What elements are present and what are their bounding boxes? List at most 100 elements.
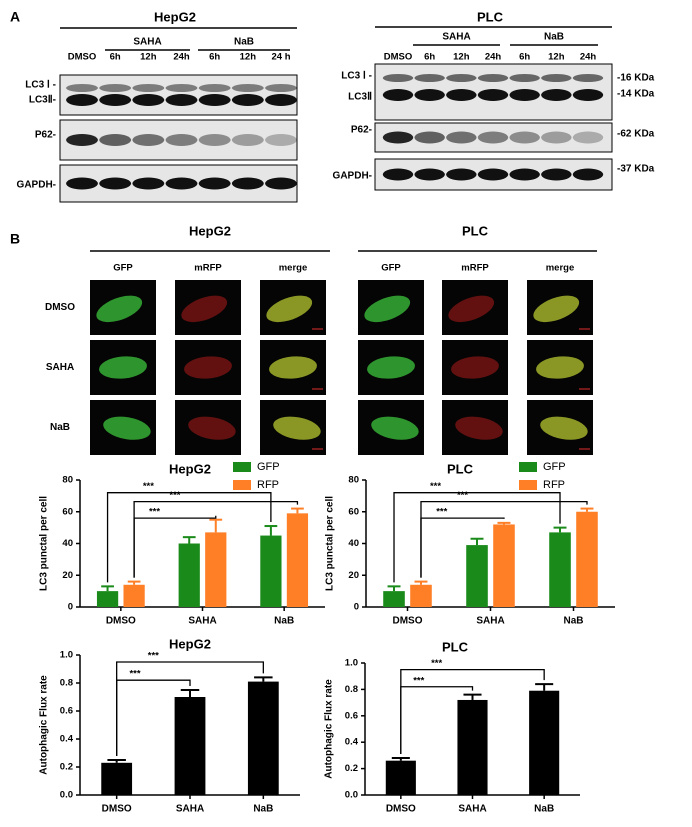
lane-label: DMSO <box>68 52 97 63</box>
cell-signal <box>455 416 503 440</box>
blot-band <box>99 177 132 190</box>
channel-label: merge <box>546 263 575 274</box>
y-tick-label: 0.4 <box>60 734 74 745</box>
error-bar <box>414 580 428 585</box>
cell-title: PLC <box>462 223 489 238</box>
cell-title: HepG2 <box>189 223 231 238</box>
cell-signal <box>364 295 411 323</box>
treatment-label: SAHA <box>46 362 74 373</box>
y-tick-label: 20 <box>348 570 359 581</box>
blot-band <box>198 84 231 92</box>
blot-band <box>572 89 604 101</box>
row-label: P62- <box>351 125 372 136</box>
chart-title: PLC <box>447 461 474 476</box>
blot-band <box>66 84 98 92</box>
y-tick-label: 60 <box>62 506 73 517</box>
blot-title: HepG2 <box>154 9 196 24</box>
lane-label: DMSO <box>384 52 413 63</box>
bar <box>123 584 145 607</box>
row-label: GAPDH- <box>333 171 372 182</box>
significance-label: *** <box>413 675 424 686</box>
row-label: LC3Ⅱ <box>348 92 372 103</box>
legend-swatch <box>519 462 537 472</box>
cell-signal <box>273 416 321 440</box>
error-bar <box>209 518 223 533</box>
blot-band <box>165 84 198 92</box>
lane-label: 24h <box>580 52 597 63</box>
y-tick-label: 80 <box>348 475 359 486</box>
x-tick-label: SAHA <box>458 804 486 815</box>
blot-band <box>132 177 165 190</box>
blot-band <box>509 168 540 181</box>
chart-title: HepG2 <box>169 636 211 651</box>
y-tick-label: 0.6 <box>60 706 73 717</box>
error-bar <box>127 580 141 585</box>
blot-band <box>477 131 509 144</box>
significance-bracket <box>420 517 505 578</box>
blot-band <box>165 177 198 190</box>
error-bar <box>291 507 304 514</box>
y-tick-label: 80 <box>62 475 73 486</box>
blot-band <box>414 168 445 181</box>
blot-band <box>382 74 414 82</box>
row-label: GAPDH- <box>17 180 56 191</box>
channel-label: GFP <box>113 263 133 274</box>
blot-band <box>66 94 98 106</box>
y-axis-label: LC3 punctal per cell <box>39 496 50 591</box>
lane-label: 24h <box>173 52 190 63</box>
legend-label: GFP <box>543 461 566 473</box>
blot-band <box>231 94 264 106</box>
error-bar <box>497 521 511 525</box>
channel-label: GFP <box>381 263 401 274</box>
treatment-label: DMSO <box>45 302 75 313</box>
error-bar <box>101 585 114 592</box>
cell-signal <box>99 356 147 379</box>
error-bar <box>463 693 482 700</box>
y-tick-label: 0 <box>354 602 359 613</box>
significance-label: *** <box>436 507 447 518</box>
blot-band <box>509 131 540 144</box>
cell-signal <box>451 356 499 379</box>
panel-label: B <box>10 231 20 247</box>
blot-band <box>165 134 198 146</box>
lane-label: 6h <box>110 52 121 63</box>
blot-band <box>66 177 98 190</box>
blot-band <box>541 131 572 144</box>
blot-band <box>165 94 198 106</box>
error-bar <box>180 689 200 697</box>
bar <box>247 681 279 795</box>
row-label: LC3 Ⅰ - <box>25 80 56 91</box>
blot-band <box>414 89 445 101</box>
blot-band <box>265 84 297 92</box>
row-label: P62- <box>35 130 56 141</box>
cell-signal <box>103 416 151 440</box>
blot-band <box>572 168 604 181</box>
size-label: -16 KDa <box>617 73 655 84</box>
blot-band <box>132 84 165 92</box>
bar <box>529 690 560 795</box>
lane-label: 6h <box>519 52 530 63</box>
micrograph <box>175 340 241 395</box>
error-bar <box>391 757 410 761</box>
chart-title: PLC <box>442 639 469 654</box>
blot-band <box>446 168 477 181</box>
error-bar <box>387 585 401 592</box>
lane-label: 24 h <box>271 52 290 63</box>
micrograph <box>175 400 241 455</box>
bar <box>286 513 309 607</box>
bar <box>174 697 206 795</box>
blot-band <box>265 134 297 146</box>
blot-band <box>541 89 572 101</box>
blot-band <box>541 168 572 181</box>
blot-band <box>509 74 540 82</box>
x-tick-label: SAHA <box>176 804 204 815</box>
blot-band <box>231 134 264 146</box>
cell-signal <box>269 356 317 379</box>
blot-band <box>446 89 477 101</box>
blot-band <box>99 134 132 146</box>
blot-band <box>572 74 604 82</box>
cell-signal <box>184 356 232 379</box>
y-tick-label: 0.0 <box>60 790 73 801</box>
error-bar <box>535 683 554 691</box>
y-tick-label: 0.6 <box>345 710 358 721</box>
